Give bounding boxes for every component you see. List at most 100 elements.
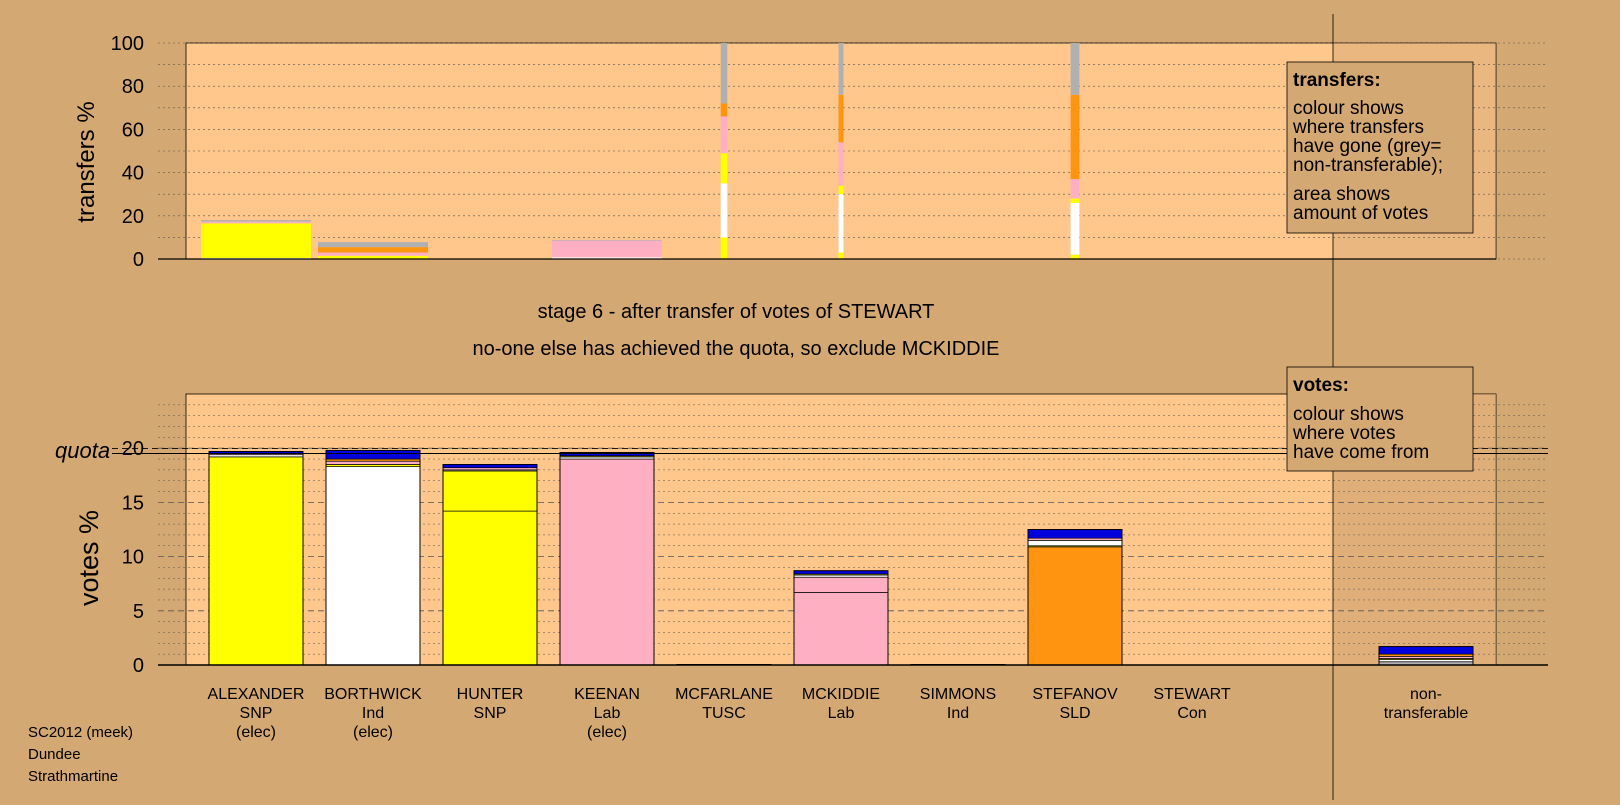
transfer-segment-keenan (552, 257, 662, 259)
quota-label: quota (55, 438, 110, 463)
votes-axis: 0 5 10 15 20 (122, 438, 1548, 677)
vote-segment-stefanov (1027, 539, 1123, 547)
vote-segment-mckiddie (793, 592, 889, 666)
votes-y-axis-title: votes % (74, 510, 104, 606)
transfer-segment-alexander (201, 221, 311, 224)
transfers-legend-line: area shows (1293, 184, 1390, 205)
transfer-segment-alexander (201, 223, 311, 258)
vote-segment-hunter (442, 464, 538, 469)
candidate-party-label: SNP (474, 705, 507, 722)
transfer-segment-stefanov (1070, 254, 1080, 259)
candidate-party-label: SNP (240, 705, 273, 722)
candidate-status-label: (elec) (353, 724, 393, 741)
vote-segment-hunter (442, 510, 538, 666)
transfers-y-axis-title: transfers % (73, 101, 100, 222)
candidate-name-label: BORTHWICK (324, 686, 422, 703)
transfer-segment-borthwick (318, 255, 428, 259)
transfer-segment-mckiddie (838, 94, 844, 143)
vote-segment-alexander (208, 456, 304, 666)
vote-segment-non- (1378, 646, 1474, 655)
candidate-name-label: KEENAN (574, 686, 640, 703)
transfer-segment-keenan (552, 240, 662, 258)
candidate-name-label: STEFANOV (1032, 686, 1118, 703)
transfer-segment-borthwick (318, 247, 428, 253)
candidate-status-label: (elec) (236, 724, 276, 741)
transfers-legend-line: colour shows (1293, 98, 1404, 119)
transfer-segment-mcfarlane (720, 103, 728, 117)
candidate-party-label: Ind (362, 705, 384, 722)
candidate-party-label: Ind (947, 705, 969, 722)
candidate-name-label: non- (1410, 686, 1442, 703)
transfer-segment-alexander (201, 220, 311, 222)
votes-y-tick-label: 15 (122, 492, 144, 514)
votes-y-tick-label: 10 (122, 547, 144, 569)
transfer-segment-borthwick (318, 252, 428, 256)
vote-segment-mckiddie (793, 570, 889, 575)
stage-note: no-one else has achieved the quota, so e… (473, 338, 1000, 360)
transfers-legend: transfers: colour shows where transfers … (1286, 61, 1474, 234)
candidate-name-label: ALEXANDER (208, 686, 305, 703)
transfer-segment-stefanov (1070, 198, 1080, 203)
candidate-name-label: MCFARLANE (675, 686, 773, 703)
transfers-legend-line: amount of votes (1293, 203, 1428, 224)
votes-legend-line: where votes (1292, 423, 1395, 444)
transfer-segment-mckiddie (838, 252, 844, 259)
transfers-y-tick-label: 60 (122, 119, 144, 141)
candidate-status-label: (elec) (587, 724, 627, 741)
vote-segment-borthwick (325, 460, 421, 465)
transfer-segment-mckiddie (838, 194, 844, 253)
transfer-segment-mcfarlane (720, 43, 728, 104)
candidate-name-label: SIMMONS (920, 686, 996, 703)
votes-y-tick-label: 20 (122, 438, 144, 460)
transfer-segment-stefanov (1070, 179, 1080, 199)
transfers-y-tick-label: 100 (111, 33, 144, 55)
transfer-segment-mckiddie (838, 142, 844, 186)
vote-segment-keenan (559, 458, 655, 666)
votes-legend-line: colour shows (1293, 404, 1404, 425)
vote-segment-stefanov (1027, 529, 1123, 539)
transfer-segment-mckiddie (838, 43, 844, 95)
footer-line: Strathmartine (28, 768, 118, 785)
transfer-segment-stefanov (1070, 43, 1080, 95)
transfer-segment-mcfarlane (720, 116, 728, 154)
votes-bars (112, 448, 1548, 666)
votes-legend: votes: colour shows where votes have com… (1286, 366, 1474, 472)
transfer-segment-stefanov (1070, 202, 1080, 255)
stage-title: stage 6 - after transfer of votes of STE… (538, 301, 935, 323)
candidate-name-label: STEWART (1153, 686, 1231, 703)
candidate-party-label: Con (1177, 705, 1206, 722)
vote-segment-borthwick (325, 450, 421, 460)
transfers-y-tick-label: 0 (133, 249, 144, 271)
vote-segment-hunter (442, 470, 538, 512)
candidate-party-label: Lab (594, 705, 621, 722)
transfers-legend-line: non-transferable); (1293, 155, 1443, 176)
transfer-segment-mcfarlane (720, 153, 728, 184)
candidate-party-label: SLD (1059, 705, 1090, 722)
transfers-axis: 0 20 40 60 80 100 (111, 33, 1496, 271)
votes-y-tick-label: 0 (133, 655, 144, 677)
transfer-segment-borthwick (318, 242, 428, 248)
transfers-legend-line: where transfers (1292, 117, 1424, 138)
footer-line: SC2012 (meek) (28, 724, 133, 741)
transfer-segment-keenan (552, 239, 662, 241)
transfers-legend-line: have gone (grey= (1293, 136, 1441, 157)
transfers-y-tick-label: 40 (122, 163, 144, 185)
transfer-segment-mckiddie (838, 185, 844, 195)
vote-segment-borthwick (325, 466, 421, 666)
vote-segment-stefanov (1027, 546, 1123, 666)
transfer-segment-mcfarlane (720, 183, 728, 238)
candidate-party-label: TUSC (702, 705, 746, 722)
transfers-y-tick-label: 80 (122, 76, 144, 98)
candidate-name-label: HUNTER (457, 686, 524, 703)
votes-y-tick-label: 5 (133, 601, 144, 623)
footer-line: Dundee (28, 746, 81, 763)
transfers-y-tick-label: 20 (122, 206, 144, 228)
transfer-segment-stefanov (1070, 94, 1080, 180)
votes-legend-line: have come from (1293, 442, 1429, 463)
transfers-legend-title: transfers: (1293, 70, 1381, 91)
candidate-party-label: transferable (1384, 705, 1469, 722)
candidate-name-label: MCKIDDIE (802, 686, 880, 703)
transfer-segment-mcfarlane (720, 237, 728, 259)
